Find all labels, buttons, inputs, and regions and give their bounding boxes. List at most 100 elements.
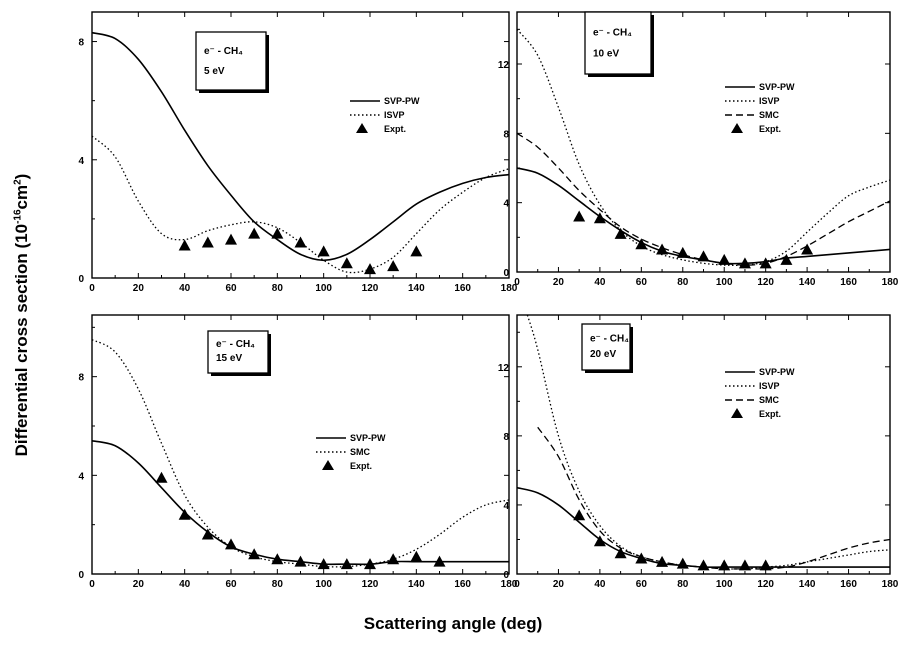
y-axis-label-unit-exponent: 2 (12, 179, 24, 185)
legend-label: ISVP (759, 381, 780, 391)
x-tick-label: 20 (133, 283, 145, 294)
label-box-line1: e⁻ - CH₄ (590, 333, 629, 344)
x-tick-label: 160 (840, 579, 857, 590)
expt-point (294, 236, 307, 248)
plot-area (92, 31, 509, 275)
legend-marker-expt (356, 123, 368, 133)
expt-point (635, 238, 648, 250)
plot-frame (91, 314, 510, 575)
y-tick-label: 4 (78, 471, 84, 482)
legend-label: Expt. (759, 409, 781, 419)
x-tick-label: 160 (454, 283, 471, 294)
x-tick-label: 180 (882, 579, 899, 590)
expt-point (635, 552, 648, 564)
expt-point (155, 471, 168, 483)
legend-label: ISVP (384, 110, 405, 120)
x-tick-label: 40 (594, 277, 606, 288)
expt-point (593, 535, 606, 547)
x-tick-label: 0 (514, 277, 520, 288)
x-tick-label: 100 (716, 277, 733, 288)
expt-point (387, 260, 400, 272)
expt-point (248, 548, 261, 560)
x-tick-label: 180 (882, 277, 899, 288)
y-tick-label: 4 (503, 501, 509, 512)
series-line-svp-pw (517, 486, 890, 569)
series-line-isvp (92, 135, 509, 274)
x-tick-label: 120 (362, 579, 379, 590)
expt-point (201, 528, 214, 540)
expt-point (340, 558, 353, 570)
label-box (207, 330, 269, 374)
legend-marker-expt (322, 460, 334, 470)
expt-point (248, 227, 261, 239)
expt-point (225, 233, 237, 245)
plot-area (92, 339, 509, 570)
series-line-smc (92, 339, 509, 568)
legend-label: Expt. (350, 461, 372, 471)
label-box (584, 11, 652, 75)
y-tick-label: 0 (503, 268, 509, 279)
y-tick-label: 8 (503, 129, 509, 140)
expt-point (738, 559, 751, 571)
label-box-line2: 20 eV (590, 349, 616, 360)
y-tick-label: 0 (78, 570, 84, 581)
expt-point (676, 557, 689, 569)
legend-label: SMC (759, 110, 780, 120)
expt-point (225, 538, 237, 550)
x-tick-label: 20 (133, 579, 145, 590)
label-box-line2: 15 eV (216, 353, 242, 364)
x-tick-label: 140 (408, 579, 425, 590)
label-box-line1: e⁻ - CH₄ (216, 339, 255, 350)
panel-bottom-left: 0 20 40 60 80 100 120 140 160 180048SVP-PWSMCExpt… (78, 314, 518, 590)
legend-marker-expt (731, 408, 743, 418)
x-tick-label: 100 (716, 579, 733, 590)
x-tick-label: 140 (799, 579, 816, 590)
expt-point (656, 243, 669, 255)
legend-label: SVP-PW (350, 433, 386, 443)
x-tick-label: 120 (757, 277, 774, 288)
series-line-svp-pw (517, 167, 890, 265)
y-axis-label-main: Differential cross section (10 (12, 223, 31, 457)
legend-label: SMC (759, 395, 780, 405)
expt-point (656, 555, 669, 567)
x-tick-label: 140 (799, 277, 816, 288)
expt-point (317, 558, 330, 570)
expt-point (201, 236, 214, 248)
legend-label: Expt. (384, 124, 406, 134)
legend-label: ISVP (759, 96, 780, 106)
series-line-svp-pw (92, 31, 509, 262)
expt-point (271, 553, 284, 565)
y-tick-label: 12 (498, 363, 510, 374)
expt-point (614, 547, 627, 559)
x-tick-label: 140 (408, 283, 425, 294)
expt-point (387, 553, 400, 565)
expt-point (801, 243, 814, 255)
legend-label: SVP-PW (759, 367, 795, 377)
x-tick-label: 40 (179, 283, 191, 294)
y-tick-label: 8 (503, 432, 509, 443)
y-tick-label: 0 (503, 570, 509, 581)
x-axis-label: Scattering angle (deg) (363, 614, 543, 633)
expt-point (573, 210, 586, 222)
y-axis-label-exponent: -16 (12, 209, 24, 224)
plot-frame (516, 11, 891, 273)
series-line-smc (517, 132, 890, 266)
plot-frame (516, 314, 891, 575)
y-tick-label: 0 (78, 274, 84, 285)
legend-marker-expt (731, 123, 743, 133)
y-axis-label-unit: cm (12, 184, 31, 210)
expt-point (759, 257, 772, 269)
expt-point (294, 555, 307, 567)
expt-point (697, 250, 710, 262)
label-box-line1: e⁻ - CH₄ (204, 46, 243, 57)
y-tick-label: 8 (78, 373, 84, 384)
expt-point (573, 509, 586, 521)
expt-point (317, 245, 330, 257)
series-line-svp-pw (92, 440, 509, 566)
x-tick-label: 40 (594, 579, 606, 590)
x-tick-label: 120 (362, 283, 379, 294)
plot-area (517, 315, 890, 571)
x-tick-label: 180 (501, 283, 518, 294)
x-tick-label: 0 (89, 579, 95, 590)
